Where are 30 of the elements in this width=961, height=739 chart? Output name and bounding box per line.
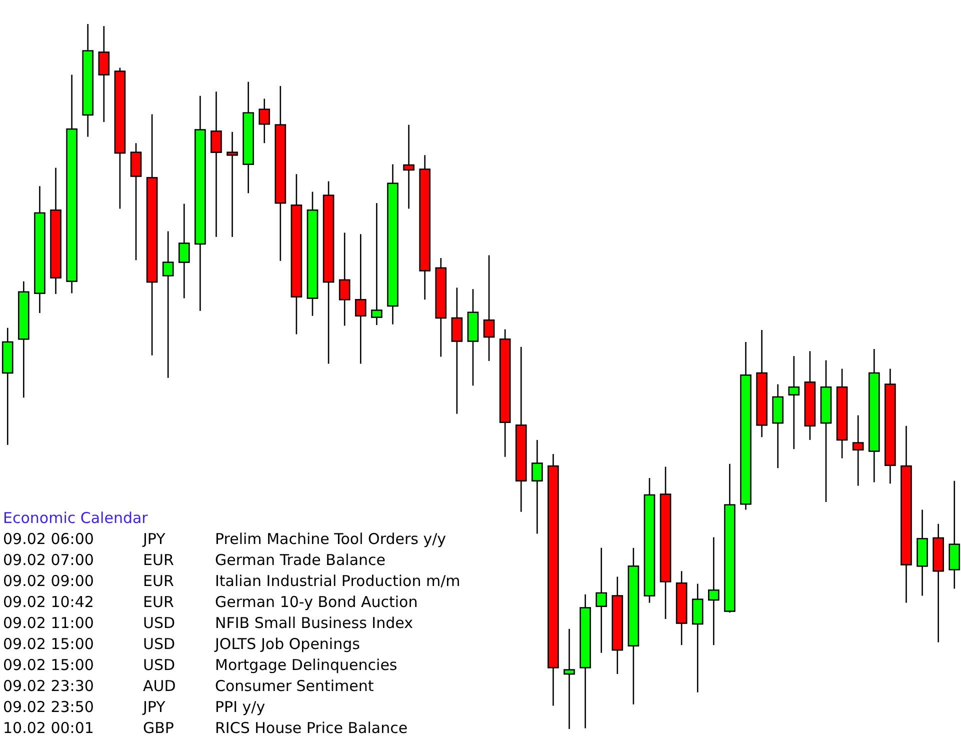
text: 09.02 09:00 EUR Italian Industrial Production m/m [3,572,460,590]
candlestick [178,203,190,299]
candlestick [596,547,608,654]
text: 09.02 15:00 USD Mortgage Delinquencies [3,656,398,674]
candlestick [98,25,110,123]
candlestick [258,98,270,144]
candlestick [130,142,142,261]
text: 09.02 11:00 USD NFIB Small Business Index [3,614,413,632]
candlestick [354,233,366,364]
candlestick [788,355,800,450]
text: 09.02 15:00 USD JOLTS Job Openings [3,635,360,653]
candlestick [371,202,382,326]
text: 09.02 23:30 AUD Consumer Sentiment [3,677,374,695]
candlestick [708,536,720,646]
candlestick [226,131,238,238]
candlestick [451,287,463,415]
candlestick [483,254,495,362]
candlestick [403,124,414,210]
text: 10.02 00:01 GBP RICS House Price Balance [3,719,408,737]
candlestick [564,628,575,730]
text: 09.02 07:00 EUR German Trade Balance [3,551,386,569]
text: 09.02 06:00 JPY Prelim Machine Tool Orders y/y [3,530,446,548]
text: Economic Calendar [3,509,149,527]
candlestick [852,414,864,486]
candlestick [338,232,350,326]
candlestick [532,439,543,534]
text: 09.02 10:42 EUR German 10-y Bond Auction [3,593,418,611]
text: 09.02 23:50 JPY PPI y/y [3,698,266,716]
candlestick [162,230,174,379]
candlestick [210,91,222,238]
